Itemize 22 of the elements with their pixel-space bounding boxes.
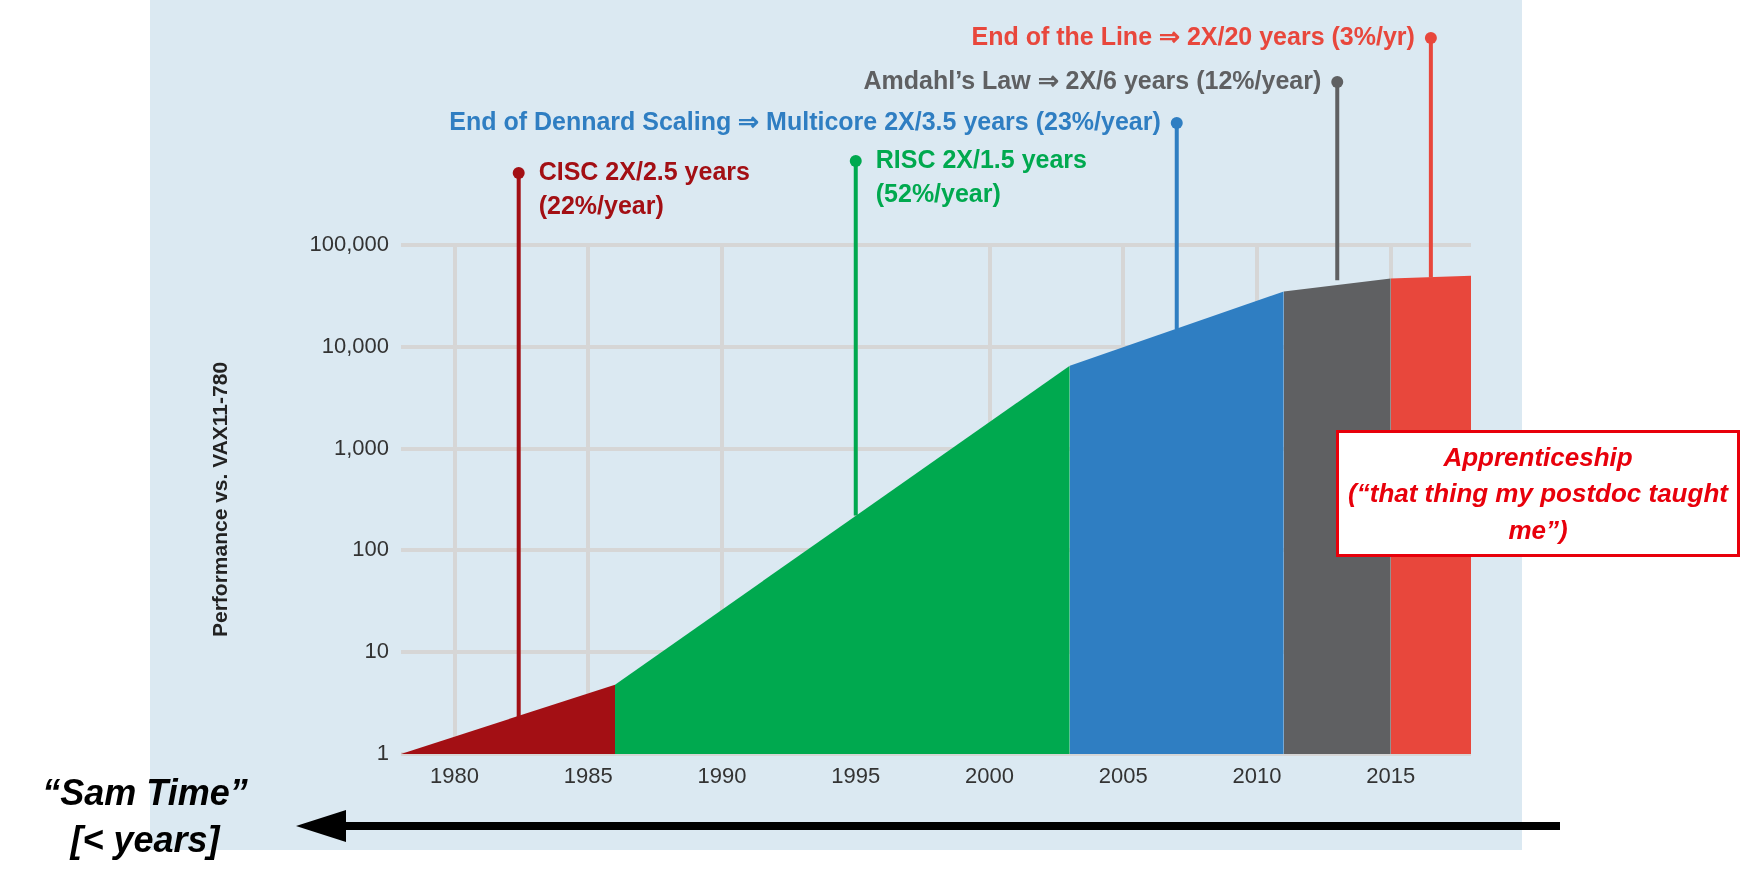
x-tick-label: 2010 bbox=[1232, 763, 1282, 789]
y-tick-label: 10,000 bbox=[321, 332, 389, 358]
y-tick-label: 100,000 bbox=[309, 231, 389, 257]
x-tick-label: 1995 bbox=[831, 763, 881, 789]
y-tick-label: 1,000 bbox=[333, 434, 389, 460]
y-axis-title: Performance vs. VAX11-780 bbox=[208, 361, 232, 638]
x-tick-label: 2005 bbox=[1098, 763, 1148, 789]
x-tick-label: 1980 bbox=[430, 763, 479, 789]
annotation: End of the Line ⇒ 2X/20 years (3%/yr) bbox=[971, 21, 1415, 50]
annotation: Apprenticeship (“that thing my postdoc taught me”) bbox=[1336, 430, 1740, 558]
annotation: RISC 2X/1.5 years (52%/year) bbox=[875, 144, 1087, 207]
x-tick-label: 1990 bbox=[697, 763, 747, 789]
annotation: Amdahl’s Law ⇒ 2X/6 years (12%/year) bbox=[863, 65, 1322, 94]
annotation: End of Dennard Scaling ⇒ Multicore 2X/3.5 years (23%/year) bbox=[449, 106, 1161, 135]
x-tick-label: 2000 bbox=[965, 763, 1014, 789]
y-tick-label: 10 bbox=[364, 638, 389, 664]
y-tick-label: 100 bbox=[352, 536, 389, 562]
text: “Sam Time” [< years] bbox=[41, 771, 249, 862]
x-tick-label: 2015 bbox=[1366, 763, 1416, 789]
x-tick-label: 1985 bbox=[563, 763, 613, 789]
y-tick-label: 1 bbox=[376, 740, 389, 766]
annotation: CISC 2X/2.5 years (22%/year) bbox=[538, 156, 750, 219]
